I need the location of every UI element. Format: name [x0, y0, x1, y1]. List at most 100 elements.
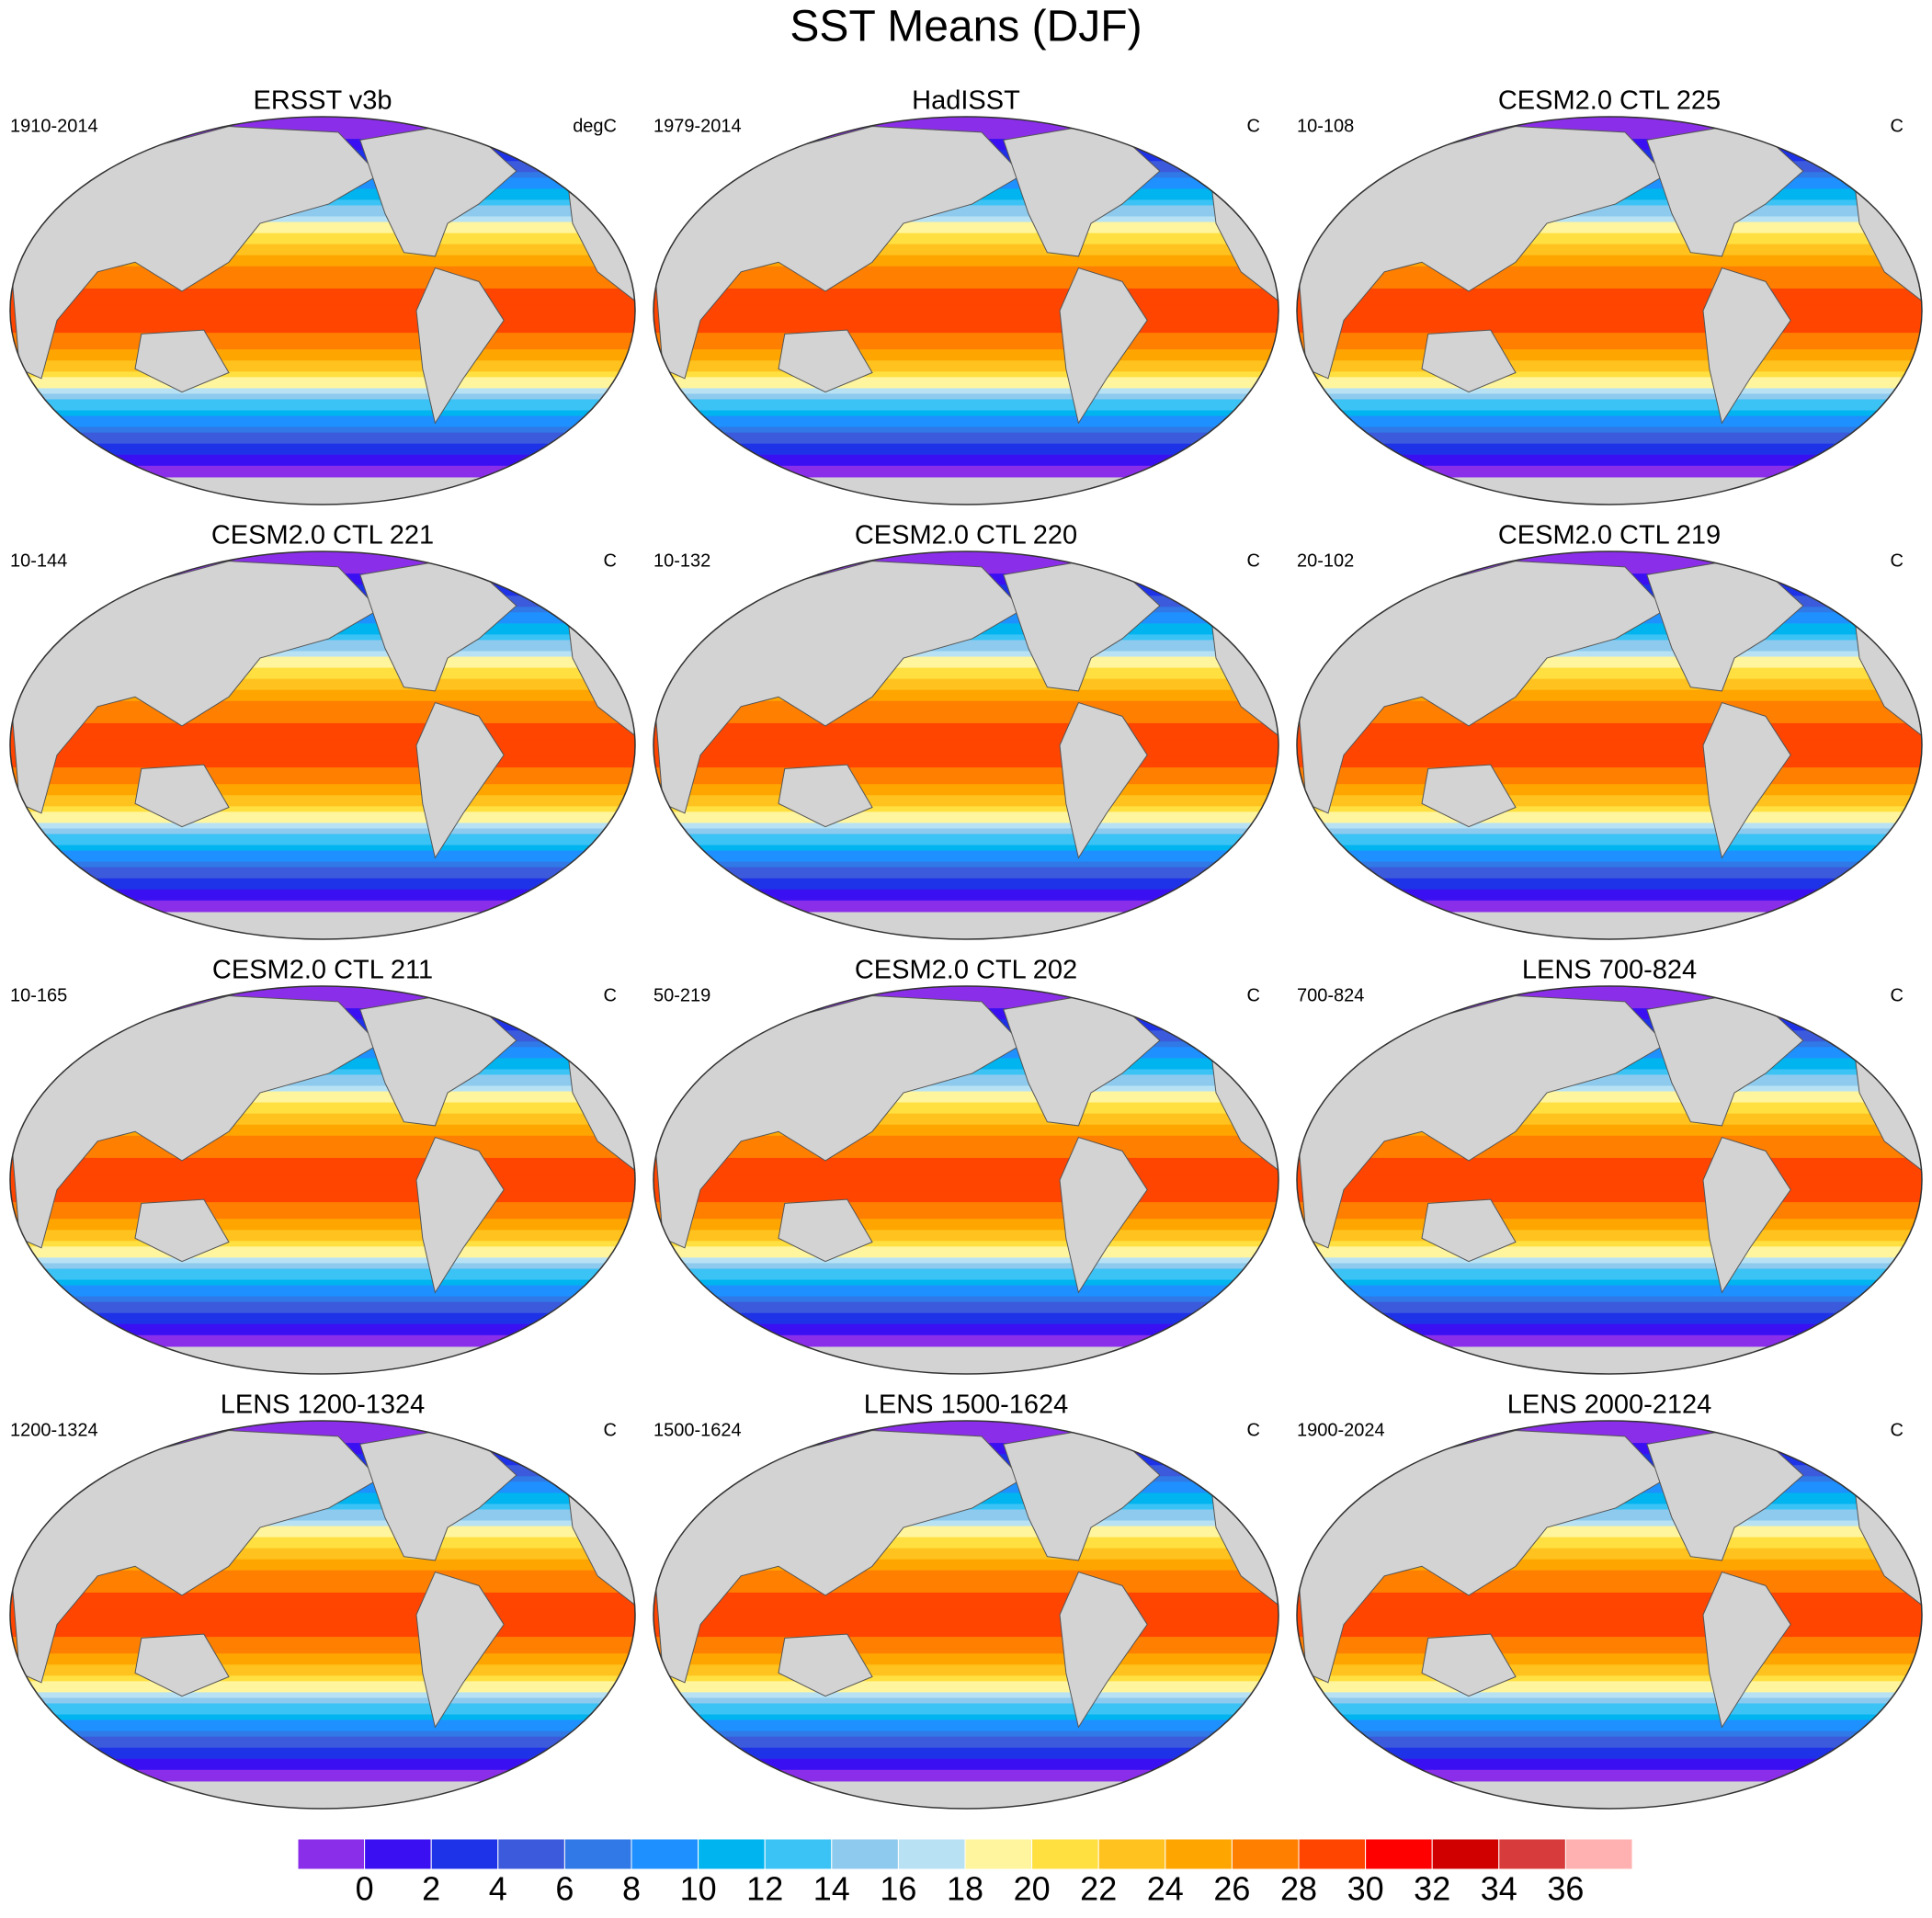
panel-left-label: 20-102 — [1297, 550, 1354, 571]
map-border — [9, 116, 636, 505]
sst-band — [1297, 1719, 1922, 1727]
sst-band — [1297, 404, 1922, 412]
sst-band — [1297, 1224, 1922, 1231]
sst-band — [653, 1570, 1279, 1577]
sst-band — [10, 1769, 635, 1776]
sst-band — [10, 1681, 635, 1688]
sst-band — [10, 388, 635, 395]
colorbar-box — [1564, 1838, 1633, 1870]
sst-band — [10, 784, 635, 791]
sst-band — [653, 756, 1279, 764]
sst-band — [1297, 1312, 1922, 1320]
colorbar-box — [430, 1838, 499, 1870]
sst-band — [10, 673, 635, 680]
sst-band — [653, 1581, 1279, 1588]
land — [778, 1633, 873, 1697]
sst-band — [1297, 745, 1922, 753]
panel-right-label: C — [1247, 1420, 1260, 1440]
sst-band — [10, 1764, 635, 1771]
sst-band — [10, 700, 635, 708]
sst-band — [10, 773, 635, 780]
sst-band — [653, 1296, 1279, 1303]
sst-band — [653, 806, 1279, 813]
sst-band — [653, 1080, 1279, 1087]
sst-band — [10, 1553, 635, 1561]
figure-title: SST Means (DJF) — [790, 3, 1142, 51]
sst-band — [653, 1692, 1279, 1699]
colorbar-label: 12 — [746, 1870, 783, 1908]
sst-band — [1297, 293, 1922, 301]
sst-band — [1297, 1548, 1922, 1555]
sst-band — [1297, 1129, 1922, 1137]
sst-band — [653, 1731, 1279, 1738]
sst-band — [1297, 1703, 1922, 1710]
sst-band — [1297, 1174, 1922, 1181]
sst-band — [1297, 667, 1922, 675]
sst-band — [1297, 338, 1922, 346]
sst-band — [10, 1703, 635, 1710]
sst-band — [1297, 800, 1922, 808]
sst-band — [653, 1102, 1279, 1109]
sst-band — [653, 1537, 1279, 1544]
sst-band — [1297, 823, 1922, 830]
sst-band — [653, 1241, 1279, 1248]
sst-band — [1297, 393, 1922, 401]
sst-band — [653, 905, 1279, 913]
sst-band — [1297, 410, 1922, 417]
sst-band — [653, 1323, 1279, 1331]
sst-band — [10, 465, 635, 472]
sst-band — [653, 1312, 1279, 1320]
sst-band — [653, 304, 1279, 312]
sst-band — [10, 1586, 635, 1594]
sst-band — [10, 1246, 635, 1254]
sst-band — [10, 122, 635, 130]
sst-band — [653, 1263, 1279, 1270]
sst-band — [1297, 304, 1922, 312]
sst-band — [653, 1174, 1279, 1181]
sst-band — [1297, 415, 1922, 423]
sst-band — [10, 1637, 635, 1644]
sst-band — [10, 1268, 635, 1276]
sst-band — [10, 349, 635, 357]
map-border — [9, 985, 636, 1375]
sst-band — [1297, 454, 1922, 461]
sst-band — [653, 1213, 1279, 1220]
sst-band — [1297, 656, 1922, 664]
sst-band — [10, 426, 635, 434]
sst-band — [1297, 850, 1922, 857]
sst-band — [10, 1102, 635, 1109]
colorbar-box — [563, 1838, 632, 1870]
sst-band — [10, 282, 635, 289]
sst-band — [653, 1421, 1279, 1428]
land — [1297, 1430, 1666, 1684]
sst-band — [1297, 1537, 1922, 1544]
sst-band — [10, 828, 635, 835]
sst-band — [653, 404, 1279, 412]
sst-band — [1297, 739, 1922, 746]
sst-band — [1297, 784, 1922, 791]
sst-band — [1297, 260, 1922, 267]
panel-left-label: 50-219 — [653, 985, 710, 1005]
sst-band — [10, 817, 635, 824]
panel-title: CESM2.0 CTL 225 — [1498, 86, 1721, 116]
colorbar-label: 4 — [489, 1870, 507, 1908]
sst-band — [653, 454, 1279, 461]
sst-band — [653, 728, 1279, 735]
sst-band — [1297, 1146, 1922, 1153]
sst-band — [653, 1586, 1279, 1594]
map — [653, 1421, 1279, 1809]
sst-band — [10, 260, 635, 267]
land — [1702, 1136, 1791, 1294]
sst-band — [653, 360, 1279, 368]
sst-band — [653, 1592, 1279, 1599]
sst-band — [1297, 443, 1922, 450]
sst-band — [653, 288, 1279, 295]
sst-band — [10, 1659, 635, 1666]
sst-band — [653, 1252, 1279, 1259]
map — [653, 551, 1279, 939]
sst-band — [653, 1597, 1279, 1605]
land — [1297, 995, 1666, 1249]
sst-band — [10, 551, 635, 559]
sst-band — [653, 122, 1279, 130]
sst-band — [653, 762, 1279, 769]
